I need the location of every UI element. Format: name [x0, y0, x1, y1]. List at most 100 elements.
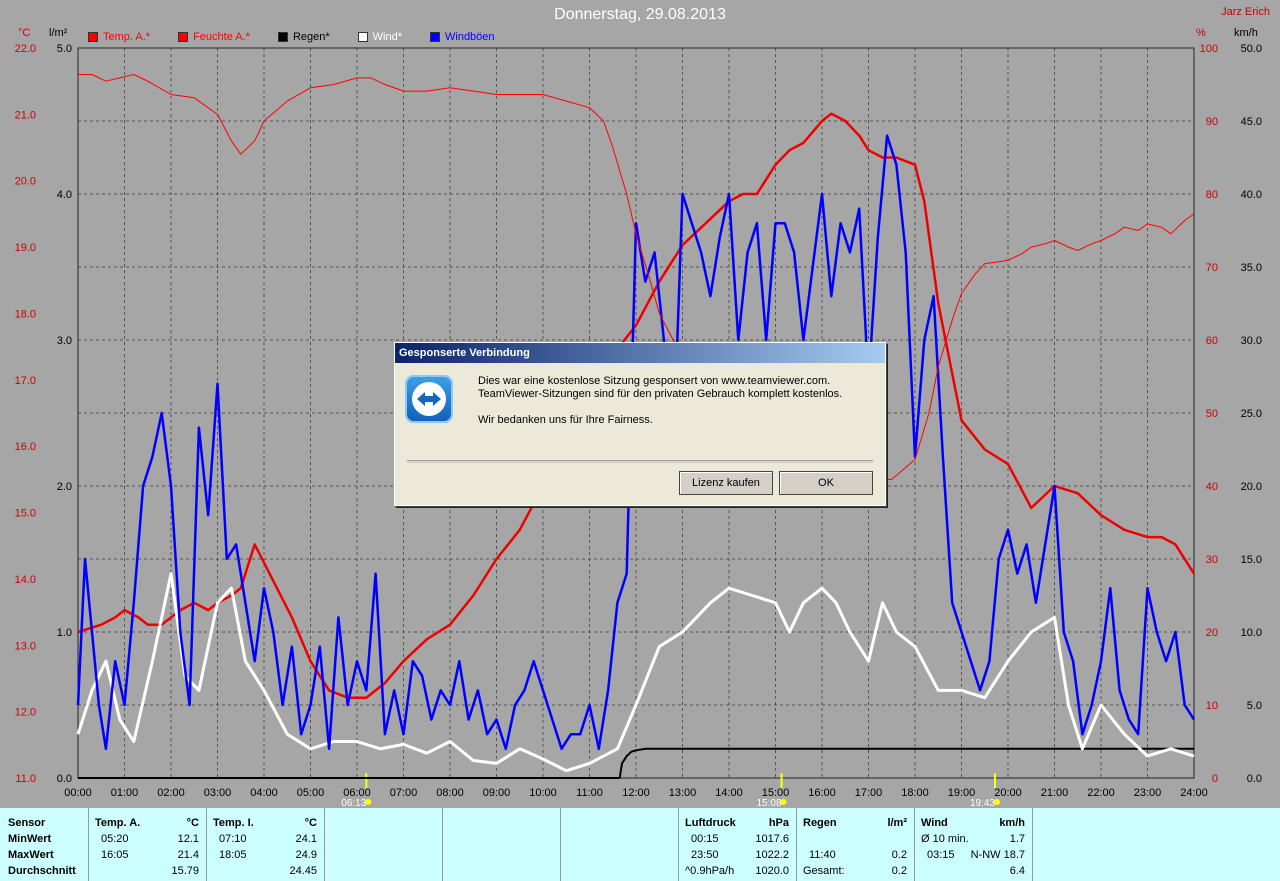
humidity-axis-tick: 80: [1206, 189, 1218, 201]
x-axis-tick: 12:00: [622, 787, 650, 799]
stats-unit: l/m²: [887, 817, 907, 829]
stats-empty-column: [442, 808, 561, 881]
dialog-message-line: Dies war eine kostenlose Sitzung gespons…: [478, 375, 831, 387]
legend-swatch: [430, 32, 440, 42]
legend-label-gust: Windböen: [445, 31, 495, 43]
x-axis-tick: 21:00: [1041, 787, 1069, 799]
stats-header: Temp. A.: [95, 817, 141, 829]
wind-axis-tick: 40.0: [1241, 189, 1262, 201]
stats-pressure-column: Luftdruck hPa 00:15 1017.6 23:50 1022.2 …: [678, 808, 797, 881]
plot-frame: [77, 47, 1195, 779]
rain-axis-tick: 3.0: [57, 335, 72, 347]
legend-label-temp: Temp. A.*: [103, 31, 151, 43]
rain-axis-tick: 4.0: [57, 189, 72, 201]
humidity-axis-tick: 20: [1206, 627, 1218, 639]
x-axis-tick: 20:00: [994, 787, 1022, 799]
stats-empty-column: [1032, 808, 1280, 881]
x-axis-tick: 13:00: [669, 787, 697, 799]
series-line-wind: [76, 572, 1195, 773]
stats-unit: hPa: [768, 817, 789, 829]
legend-item-rain: Regen*: [277, 31, 330, 43]
temp-axis-tick: 11.0: [15, 773, 36, 785]
stats-empty-column: [324, 808, 443, 881]
statistics-table: Sensor MinWert MaxWert Durchschnitt Temp…: [0, 808, 1280, 881]
wind-axis-tick: 0.0: [1247, 773, 1262, 785]
x-axis-tick: 03:00: [204, 787, 232, 799]
x-axis-tick: 17:00: [855, 787, 883, 799]
wind-axis-tick: 5.0: [1247, 700, 1262, 712]
marker-dot: [365, 799, 372, 805]
x-axis-tick: 22:00: [1087, 787, 1115, 799]
legend-item-gust: Windböen: [430, 31, 495, 43]
marker-dot: [780, 799, 787, 805]
x-axis-tick: 19:00: [948, 787, 976, 799]
x-axis-tick: 14:00: [715, 787, 743, 799]
rain-axis-tick: 2.0: [57, 481, 72, 493]
stats-rain-column: Regen l/m² 11:40 0.2 Gesamt: 0.2: [796, 808, 915, 881]
marker-label: 19:43: [970, 798, 995, 808]
teamviewer-icon: [405, 375, 453, 423]
x-axis-tick: 10:00: [529, 787, 557, 799]
legend-swatch: [88, 32, 98, 42]
stats-header: Wind: [921, 817, 948, 829]
series-line-feuchte-a: [77, 112, 1196, 699]
humidity-axis-tick: 40: [1206, 481, 1218, 493]
x-axis-tick: 00:00: [64, 787, 92, 799]
legend-label-humidity: Feuchte A.*: [193, 31, 250, 43]
temp-axis-tick: 21.0: [15, 109, 36, 121]
rain-unit-label: l/m²: [49, 27, 68, 39]
x-axis-tick: 04:00: [250, 787, 278, 799]
stats-temp-i-column: Temp. I. °C 07:10 24.1 18:05 24.9 24.45: [206, 808, 325, 881]
legend-item-wind: Wind*: [357, 31, 402, 43]
humidity-axis-tick: 70: [1206, 262, 1218, 274]
wind-axis-tick: 35.0: [1241, 262, 1262, 274]
stats-unit: °C: [186, 817, 199, 829]
x-axis-tick: 07:00: [390, 787, 418, 799]
wind-axis-tick: 10.0: [1241, 627, 1262, 639]
legend-swatch: [357, 32, 368, 42]
wind-axis-tick: 30.0: [1241, 335, 1262, 347]
chart-title: Donnerstag, 29.08.2013: [554, 6, 726, 23]
dialog-message: Dies war eine kostenlose Sitzung gespons…: [478, 375, 873, 427]
humidity-unit-label: %: [1196, 27, 1206, 39]
stats-wind-column: Wind km/h Ø 10 min. 1.7 03:15 N-NW 18.7 …: [914, 808, 1033, 881]
temp-axis-tick: 22.0: [15, 43, 36, 55]
stats-temp-a-column: Temp. A. °C 05:20 12.1 16:05 21.4 15.79: [88, 808, 207, 881]
ok-button[interactable]: OK: [779, 471, 873, 495]
stats-header: Sensor: [8, 817, 46, 829]
temp-axis-tick: 18.0: [15, 308, 36, 320]
dialog-separator: [407, 460, 873, 463]
x-axis-tick: 09:00: [483, 787, 511, 799]
dialog-message-line: Wir bedanken uns für Ihre Fairness.: [478, 414, 653, 426]
humidity-axis-tick: 30: [1206, 554, 1218, 566]
temp-axis-tick: 17.0: [15, 375, 36, 387]
temp-axis-tick: 14.0: [15, 574, 36, 586]
humidity-axis-tick: 90: [1206, 116, 1218, 128]
stats-header: Temp. I.: [213, 817, 254, 829]
rain-axis-tick: 0.0: [57, 773, 72, 785]
legend: Temp. A.* Feuchte A.* Regen* Wind* Windb…: [88, 31, 523, 43]
x-axis-tick: 01:00: [111, 787, 139, 799]
temp-axis-tick: 16.0: [15, 441, 36, 453]
humidity-axis-tick: 100: [1200, 43, 1218, 55]
marker-label: 06:13: [341, 798, 366, 808]
rain-axis-tick: 5.0: [57, 43, 72, 55]
stats-header: Regen: [803, 817, 837, 829]
humidity-axis-tick: 50: [1206, 408, 1218, 420]
buy-license-button[interactable]: Lizenz kaufen: [679, 471, 773, 495]
x-axis-tick: 06:00: [343, 787, 371, 799]
stats-empty-column: [560, 808, 679, 881]
stats-row-label: MaxWert: [8, 849, 54, 861]
x-axis-tick: 02:00: [157, 787, 185, 799]
stats-unit: °C: [304, 817, 317, 829]
x-axis-tick: 15:00: [762, 787, 790, 799]
temp-axis-tick: 13.0: [15, 640, 36, 652]
stats-unit: km/h: [999, 817, 1025, 829]
wind-axis-tick: 25.0: [1241, 408, 1262, 420]
legend-item-temp: Temp. A.*: [88, 31, 150, 43]
humidity-axis-tick: 60: [1206, 335, 1218, 347]
marker-dot: [993, 799, 1000, 805]
humidity-axis-tick: 0: [1212, 773, 1218, 785]
stats-header: Luftdruck: [685, 817, 736, 829]
x-axis-tick: 08:00: [436, 787, 464, 799]
